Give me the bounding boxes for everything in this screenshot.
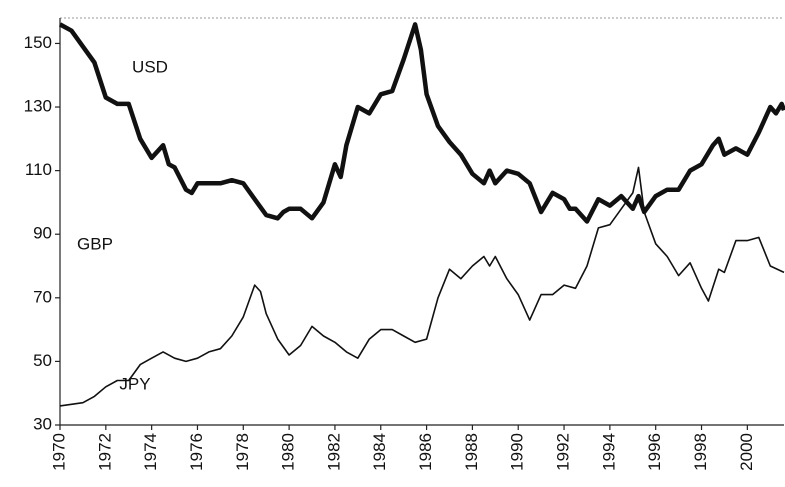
y-tick-label: 110 <box>25 160 52 179</box>
x-tick-label: 1972 <box>95 433 114 471</box>
x-tick-label: 1982 <box>324 433 343 471</box>
y-tick-label: 30 <box>33 414 52 433</box>
x-tick-label: 1992 <box>554 433 573 471</box>
y-tick-label: 130 <box>24 97 52 116</box>
x-tick-label: 1976 <box>187 433 206 471</box>
x-tick-label: 1990 <box>508 433 527 471</box>
x-tick-label: 1984 <box>370 433 389 471</box>
annotation: GBP <box>77 234 113 253</box>
line-series <box>59 166 785 407</box>
x-tick-label: 1980 <box>279 433 298 471</box>
x-tick-label: 1970 <box>49 433 68 471</box>
y-tick-label: 150 <box>24 33 52 52</box>
x-tick-label: 1988 <box>462 433 481 471</box>
y-tick-label: 90 <box>33 224 52 243</box>
x-tick-label: 2000 <box>737 433 756 471</box>
series-label: JPY <box>119 374 150 393</box>
x-tick-label: 1998 <box>691 433 710 471</box>
series-label: USD <box>132 57 168 76</box>
y-tick-label: 70 <box>33 287 52 306</box>
x-tick-label: 1974 <box>141 433 160 471</box>
line-series <box>58 22 785 224</box>
x-tick-label: 1994 <box>599 433 618 471</box>
y-tick-label: 50 <box>33 351 52 370</box>
x-tick-label: 1996 <box>645 433 664 471</box>
x-tick-label: 1978 <box>233 433 252 471</box>
x-tick-label: 1986 <box>416 433 435 471</box>
